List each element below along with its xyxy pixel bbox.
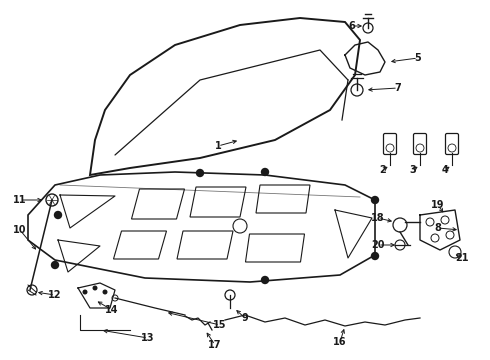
Text: 11: 11 — [13, 195, 27, 205]
Text: 12: 12 — [48, 290, 62, 300]
Text: 14: 14 — [105, 305, 119, 315]
Text: 16: 16 — [333, 337, 347, 347]
Text: 9: 9 — [242, 313, 248, 323]
Text: 10: 10 — [13, 225, 27, 235]
Circle shape — [54, 211, 62, 219]
Text: 8: 8 — [435, 223, 441, 233]
Text: 19: 19 — [431, 200, 445, 210]
Circle shape — [262, 276, 269, 284]
Circle shape — [82, 289, 88, 294]
Text: 15: 15 — [213, 320, 227, 330]
Text: 2: 2 — [380, 165, 387, 175]
Text: 18: 18 — [371, 213, 385, 223]
Circle shape — [102, 289, 107, 294]
Circle shape — [51, 261, 58, 269]
Text: 3: 3 — [410, 165, 416, 175]
Text: 1: 1 — [215, 141, 221, 151]
Text: 21: 21 — [455, 253, 469, 263]
Circle shape — [371, 252, 378, 260]
Circle shape — [371, 197, 378, 203]
Text: 13: 13 — [141, 333, 155, 343]
Text: 20: 20 — [371, 240, 385, 250]
Circle shape — [93, 285, 98, 291]
Circle shape — [196, 170, 203, 176]
Circle shape — [262, 168, 269, 175]
Text: 4: 4 — [441, 165, 448, 175]
Text: 17: 17 — [208, 340, 222, 350]
Text: 6: 6 — [348, 21, 355, 31]
Text: 5: 5 — [415, 53, 421, 63]
Text: 7: 7 — [394, 83, 401, 93]
